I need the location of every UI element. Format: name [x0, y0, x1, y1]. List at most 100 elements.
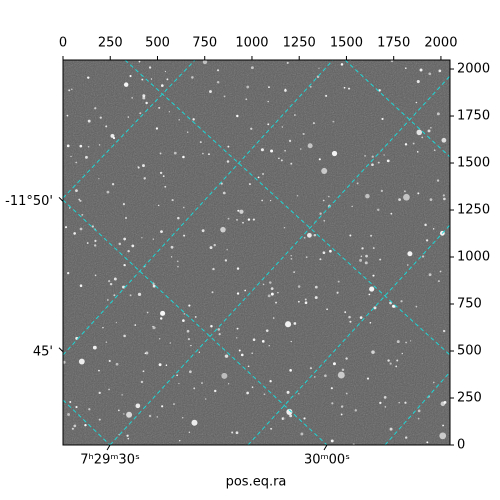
star: [244, 289, 247, 292]
star: [127, 249, 130, 253]
axes-frame: [62, 59, 451, 446]
y-tick-label: 1750: [457, 109, 490, 124]
star: [193, 387, 196, 390]
star: [118, 242, 122, 246]
x-axis-label: pos.eq.ra: [226, 475, 287, 490]
star: [98, 177, 100, 180]
star: [433, 149, 436, 152]
star: [298, 300, 300, 303]
star: [298, 393, 300, 395]
star: [216, 80, 220, 84]
star: [369, 321, 372, 324]
star: [272, 317, 275, 319]
star: [405, 341, 407, 344]
star: [92, 345, 97, 350]
star: [267, 100, 269, 103]
star: [307, 143, 313, 149]
star: [371, 155, 374, 158]
star: [123, 334, 126, 338]
star: [107, 299, 109, 301]
star: [290, 340, 292, 343]
star: [146, 311, 149, 314]
star: [67, 271, 70, 275]
star: [428, 273, 432, 277]
star: [170, 245, 174, 249]
star: [240, 353, 244, 357]
x-tick-label: 1500: [330, 36, 363, 51]
star: [209, 246, 213, 250]
star: [69, 207, 71, 209]
star: [349, 320, 352, 323]
star: [263, 393, 266, 396]
star: [302, 132, 305, 136]
star: [227, 383, 230, 385]
star: [155, 127, 159, 130]
star: [134, 324, 137, 326]
star: [209, 90, 212, 94]
grid-line: [247, 224, 450, 445]
star: [139, 112, 142, 115]
star: [159, 317, 163, 320]
y-tick-label: 1250: [457, 203, 490, 218]
star: [340, 63, 344, 66]
star: [332, 120, 335, 123]
star: [270, 149, 274, 153]
star: [372, 274, 375, 277]
star: [365, 254, 368, 258]
star: [64, 226, 68, 229]
star: [220, 182, 223, 185]
star: [236, 267, 240, 270]
star: [84, 424, 87, 427]
star: [267, 294, 271, 298]
star: [371, 163, 374, 167]
star: [188, 304, 191, 307]
star: [176, 260, 179, 263]
star: [202, 152, 204, 155]
star: [268, 86, 270, 89]
star: [129, 294, 132, 297]
grid-line: [384, 371, 450, 445]
star: [152, 325, 154, 328]
star: [181, 417, 184, 419]
ra-tick-label: 7ʰ29ᵐ30ˢ: [80, 453, 140, 468]
star: [194, 316, 197, 318]
star: [71, 427, 74, 430]
star: [347, 87, 351, 90]
star: [70, 88, 73, 91]
star: [127, 116, 129, 118]
star: [286, 408, 293, 415]
star: [443, 197, 446, 201]
star: [98, 144, 101, 146]
star: [164, 185, 167, 188]
star: [126, 434, 129, 437]
star: [145, 351, 149, 355]
star: [177, 216, 180, 220]
star: [329, 249, 332, 253]
star: [198, 351, 200, 353]
star: [318, 67, 320, 69]
star: [416, 129, 423, 136]
star: [312, 122, 315, 125]
star: [152, 238, 155, 240]
star: [239, 209, 244, 214]
star: [270, 287, 274, 291]
star: [440, 401, 446, 407]
star: [145, 101, 148, 105]
star: [115, 362, 119, 366]
star: [281, 126, 284, 128]
star: [321, 167, 328, 174]
star: [426, 441, 429, 444]
y-tick-label: 2000: [457, 62, 490, 77]
star: [252, 218, 255, 221]
star: [270, 199, 272, 202]
star: [322, 199, 325, 202]
x-tick-label: 750: [192, 36, 217, 51]
star: [213, 243, 216, 247]
dec-tick-label: 45': [33, 344, 53, 359]
dec-tick-label: -11°50': [5, 194, 53, 209]
star: [235, 337, 238, 339]
grid-line: [63, 60, 196, 199]
star: [390, 60, 394, 63]
image-noise: [63, 60, 450, 445]
star: [360, 255, 363, 258]
